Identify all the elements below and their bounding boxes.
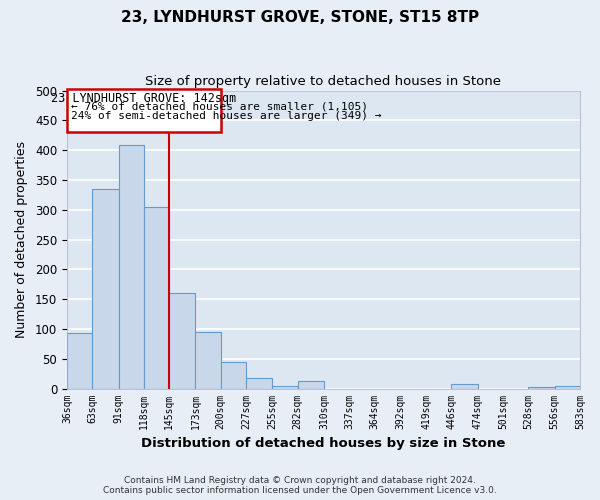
Bar: [246, 378, 272, 388]
Bar: [529, 387, 554, 388]
Bar: [298, 381, 324, 388]
Bar: [221, 362, 246, 388]
Text: Contains HM Land Registry data © Crown copyright and database right 2024.
Contai: Contains HM Land Registry data © Crown c…: [103, 476, 497, 495]
Bar: [196, 332, 221, 388]
Title: Size of property relative to detached houses in Stone: Size of property relative to detached ho…: [145, 75, 502, 88]
Bar: [272, 386, 298, 388]
Text: 23, LYNDHURST GROVE, STONE, ST15 8TP: 23, LYNDHURST GROVE, STONE, ST15 8TP: [121, 10, 479, 25]
FancyBboxPatch shape: [67, 89, 221, 132]
Bar: [67, 333, 92, 388]
Bar: [169, 293, 196, 388]
Bar: [144, 207, 169, 388]
Y-axis label: Number of detached properties: Number of detached properties: [15, 141, 28, 338]
Bar: [554, 386, 580, 388]
Bar: [119, 146, 144, 388]
X-axis label: Distribution of detached houses by size in Stone: Distribution of detached houses by size …: [141, 437, 506, 450]
Text: 23 LYNDHURST GROVE: 142sqm: 23 LYNDHURST GROVE: 142sqm: [51, 92, 236, 104]
Text: ← 76% of detached houses are smaller (1,105): ← 76% of detached houses are smaller (1,…: [71, 102, 368, 112]
Bar: [92, 189, 119, 388]
Text: 24% of semi-detached houses are larger (349) →: 24% of semi-detached houses are larger (…: [71, 112, 381, 122]
Bar: [451, 384, 478, 388]
